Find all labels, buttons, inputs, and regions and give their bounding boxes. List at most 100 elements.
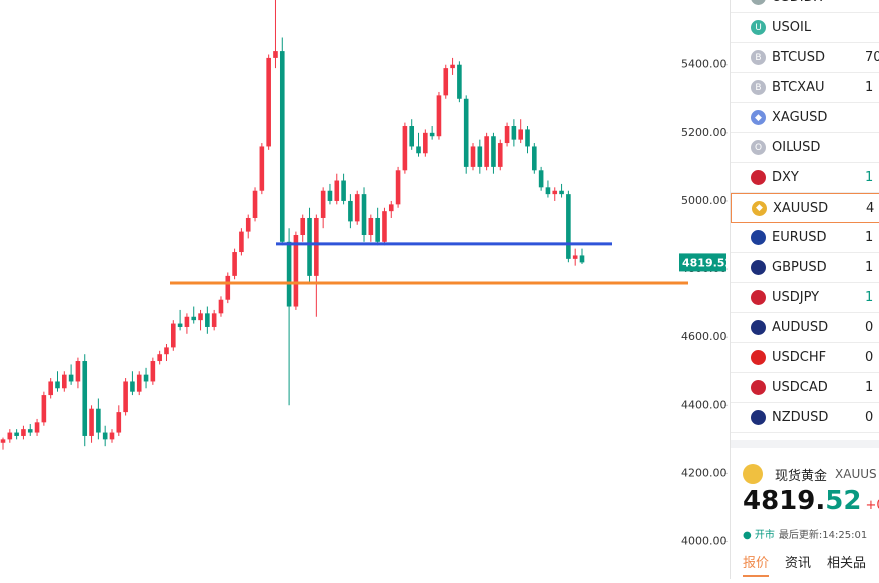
y-tick-label: 5000.00 [681,194,727,207]
y-tick-label: 5600.00 [681,0,727,3]
candle-body [21,429,26,436]
quote-price: 4819.52+0 [743,486,879,516]
candle-body [327,190,333,201]
candle-body [525,129,530,147]
symbol-value: 1 [865,290,874,305]
quote-code: XAUUS [835,467,877,481]
quote-header: 现货黄金 XAUUS [743,464,877,484]
symbol-value: 1 [865,80,874,95]
candle-body [68,374,74,382]
symbol: XAUUSD [773,200,829,216]
watchlist-row[interactable]: U USOIL [731,13,879,43]
candle-body [307,217,312,276]
candle-body [177,323,183,327]
candle-body [48,381,53,396]
symbol-icon: B [751,80,766,95]
symbol-icon: U [751,20,766,35]
watchlist-row[interactable]: EURUSD 1 [731,223,879,253]
candle-body [518,129,523,140]
candle-body [320,190,326,218]
watchlist-row[interactable]: USDCHF 0 [731,343,879,373]
symbol-icon: B [751,50,766,65]
symbol: USDCHF [772,350,827,365]
candle-body [184,316,190,327]
candle-body [130,381,135,392]
candle-body [232,252,237,276]
candle-body [273,51,278,58]
candle-body [0,439,6,443]
candle-body [375,217,380,242]
candle-body [286,241,292,307]
symbol-icon: O [751,140,766,155]
chart: 5600.005400.005200.005000.004800.004600.… [0,0,728,548]
candle-body [170,323,176,348]
watchlist-row[interactable]: GBPUSD 1 [731,253,879,283]
candle-body [259,146,265,191]
tab[interactable]: 相关品 [827,556,867,571]
symbol-icon [751,230,766,245]
symbol-value: 0 [865,350,874,365]
candle-body [457,64,462,99]
price-dec: 52 [825,486,862,516]
candle-body [511,126,517,140]
watchlist-row[interactable]: ◆ XAUUSD 4 [731,193,879,223]
candle-body [191,316,197,321]
watchlist-row[interactable]: U USDIDX [731,0,879,13]
candle-body [143,374,149,382]
watchlist: U USDIDX U USOIL B BTCUSD 70 B BTCXAU 1 ◆ XAGUSD O OI… [731,0,879,433]
symbol-icon: U [751,0,766,5]
watchlist-row[interactable]: AUDUSD 0 [731,313,879,343]
candle-body [382,211,387,242]
candle-body [205,313,210,327]
candle-body [164,347,169,355]
symbol-value: 1 [865,380,874,395]
tab[interactable]: 报价 [743,552,770,577]
candle-body [314,217,319,276]
candle-body [75,361,81,382]
candle-body [572,255,578,259]
candle-body [109,432,115,440]
updated: 最后更新:14:25:01 [778,530,868,541]
candle-body [463,98,469,167]
candle-body [150,361,156,382]
candle-body [245,217,251,232]
symbol-icon [751,410,766,425]
candle-body [409,126,415,147]
watchlist-row[interactable]: ◆ XAGUSD [731,103,879,133]
candle-body [388,204,394,212]
candle-body [198,313,203,321]
watchlist-row[interactable]: USDJPY 1 [731,283,879,313]
symbol-icon [751,260,766,275]
symbol: EURUSD [772,230,827,245]
watchlist-row[interactable]: O OILUSD [731,133,879,163]
watchlist-row[interactable]: DXY 1 [731,163,879,193]
candle-body [27,429,33,433]
candle-body [252,190,258,218]
candle-body [82,361,88,436]
tab[interactable]: 资讯 [785,556,812,571]
symbol: USDCAD [772,380,828,395]
candle-body [136,374,142,392]
symbol-icon [751,380,766,395]
watchlist-row[interactable]: NZDUSD 0 [731,403,879,433]
candle-body [504,126,510,144]
symbol-value: 0 [865,320,874,335]
watchlist-row[interactable]: B BTCXAU 1 [731,73,879,103]
candle-body [89,408,94,436]
y-tick-label: 4200.00 [681,466,727,479]
candle-body [402,126,408,171]
candle-body [443,68,449,96]
watchlist-row[interactable]: USDCAD 1 [731,373,879,403]
candle-body [34,422,40,433]
candle-body [348,200,353,222]
candle-body [395,170,401,205]
symbol-value: 4 [866,200,875,216]
candle-body [300,217,306,236]
candle-body [96,408,101,433]
candle-body [211,313,217,327]
price-badge [679,253,726,272]
watchlist-row[interactable]: B BTCUSD 70 [731,43,879,73]
candle-body [484,136,489,167]
candle-body [538,170,544,188]
